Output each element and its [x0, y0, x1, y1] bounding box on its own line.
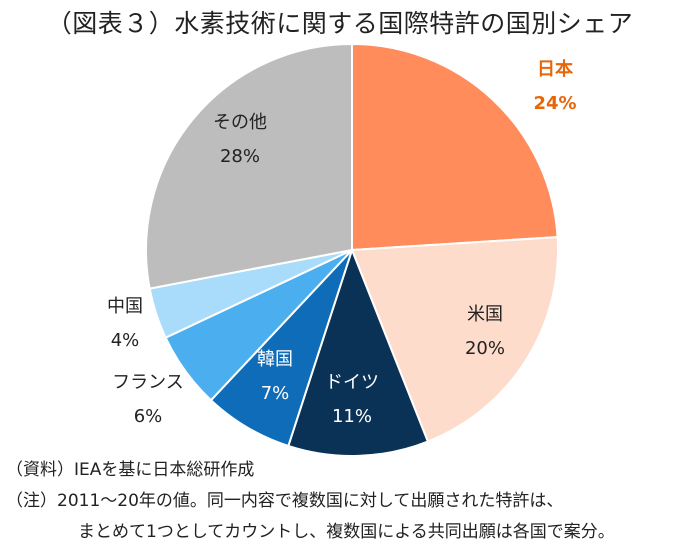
slice-name-label: 米国: [467, 304, 503, 325]
footnote-line-1: （注）2011～20年の値。同一内容で複数国に対して出願された特許は、: [6, 491, 564, 511]
footnote-line-2: まとめて1つとしてカウントし、複数国による共同出願は各国で案分。: [78, 522, 615, 542]
slice-name-label: その他: [213, 112, 267, 133]
pie-slices: [145, 42, 559, 457]
slice-name-label: ドイツ: [325, 372, 379, 393]
slice-value-label: 11%: [332, 406, 372, 427]
slice-name-label: 中国: [107, 296, 143, 317]
pie-slice-1: [350, 236, 559, 443]
pie-slice-6: [145, 42, 353, 290]
slice-value-label: 24%: [533, 93, 576, 114]
pie-slice-2: [287, 247, 430, 457]
slice-value-label: 20%: [465, 338, 505, 359]
slice-name-label: 韓国: [257, 349, 293, 370]
chart-notes: （資料）IEAを基に日本総研作成 （注）2011～20年の値。同一内容で複数国に…: [6, 455, 676, 548]
pie-slice-0: [351, 42, 559, 252]
slice-name-label: フランス: [112, 372, 184, 393]
slice-value-label: 4%: [111, 330, 140, 351]
slice-value-label: 28%: [220, 146, 260, 167]
slice-value-label: 7%: [261, 383, 290, 404]
pie-labels: 日本 24% 米国 20% ドイツ 11% 韓国 7% フランス 6% 中国 4% その他 28%: [107, 58, 577, 427]
chart-title: （図表３）水素技術に関する国際特許の国別シェア: [46, 9, 634, 38]
source-note: （資料）IEAを基に日本総研作成: [6, 460, 255, 480]
slice-name-label: 日本: [537, 58, 573, 80]
slice-value-label: 6%: [134, 406, 163, 427]
